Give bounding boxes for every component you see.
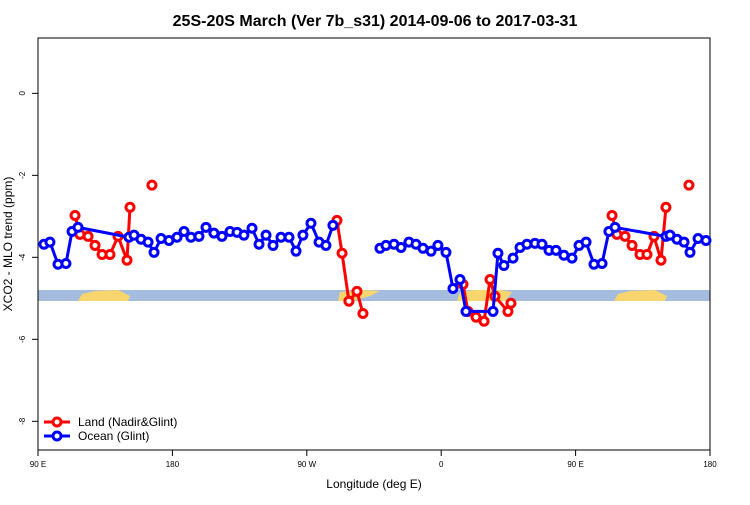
data-point <box>470 311 482 323</box>
y-tick-label: 0 <box>18 91 27 96</box>
data-point <box>683 179 695 191</box>
data-point <box>336 247 348 259</box>
data-point <box>487 305 499 317</box>
data-point <box>142 236 154 248</box>
data-point <box>425 245 437 257</box>
land-strip <box>78 290 130 301</box>
data-point <box>641 248 653 260</box>
y-tick-label: -4 <box>18 253 27 261</box>
data-point <box>454 273 466 285</box>
map-strip <box>38 290 710 301</box>
ocean-strip <box>38 290 710 301</box>
data-point <box>72 221 84 233</box>
data-point <box>82 230 94 242</box>
data-point <box>609 221 621 233</box>
data-point <box>283 231 295 243</box>
data-point <box>343 295 355 307</box>
data-point <box>447 282 459 294</box>
x-tick-label: 90 E <box>30 460 46 469</box>
data-point <box>297 229 309 241</box>
data-point <box>69 210 81 222</box>
data-point <box>193 230 205 242</box>
legend-marker <box>51 430 63 442</box>
y-axis-label: XCO2 - MLO trend (ppm) <box>1 177 15 312</box>
data-point <box>238 229 250 241</box>
data-point <box>498 260 510 272</box>
data-point <box>460 305 472 317</box>
data-point <box>626 239 638 251</box>
x-axis-label: Longitude (deg E) <box>326 477 421 491</box>
data-point <box>619 230 631 242</box>
data-point <box>260 229 272 241</box>
x-tick-label: 180 <box>703 460 717 469</box>
data-point <box>700 235 712 247</box>
data-point <box>148 246 160 258</box>
data-point <box>440 246 452 258</box>
data-point <box>357 307 369 319</box>
data-point <box>660 201 672 213</box>
data-point <box>606 210 618 222</box>
data-point <box>395 241 407 253</box>
data-point <box>124 201 136 213</box>
data-point <box>596 257 608 269</box>
data-point <box>290 245 302 257</box>
data-point <box>566 252 578 264</box>
data-point <box>44 236 56 248</box>
data-point <box>146 179 158 191</box>
data-point <box>678 236 690 248</box>
y-tick-label: -2 <box>18 171 27 179</box>
data-point <box>655 254 667 266</box>
legend-label: Ocean (Glint) <box>78 429 149 443</box>
data-point <box>327 219 339 231</box>
data-point <box>200 221 212 233</box>
data-point <box>550 244 562 256</box>
data-point <box>320 239 332 251</box>
data-point <box>305 217 317 229</box>
data-point <box>246 222 258 234</box>
data-point <box>178 225 190 237</box>
y-tick-label: -6 <box>18 335 27 343</box>
x-tick-label: 180 <box>166 460 180 469</box>
data-point <box>484 273 496 285</box>
x-tick-label: 90 W <box>297 460 316 469</box>
data-point <box>171 231 183 243</box>
x-tick-label: 0 <box>439 460 444 469</box>
data-point <box>432 239 444 251</box>
data-point <box>89 239 101 251</box>
data-point <box>505 297 517 309</box>
x-tick-label: 90 E <box>567 460 583 469</box>
y-tick-label: -8 <box>18 417 27 425</box>
chart-title: 25S-20S March (Ver 7b_s31) 2014-09-06 to… <box>173 13 578 30</box>
data-point <box>121 254 133 266</box>
data-point <box>216 230 228 242</box>
data-point <box>253 238 265 250</box>
legend-label: Land (Nadir&Glint) <box>78 415 177 429</box>
data-point <box>684 246 696 258</box>
data-point <box>267 239 279 251</box>
data-point <box>351 285 363 297</box>
data-point <box>492 247 504 259</box>
data-point <box>104 248 116 260</box>
data-point <box>580 236 592 248</box>
legend-marker <box>51 416 63 428</box>
data-point <box>507 252 519 264</box>
data-point <box>60 257 72 269</box>
data-point <box>478 315 490 327</box>
land-strip <box>614 290 667 301</box>
data-point <box>536 238 548 250</box>
